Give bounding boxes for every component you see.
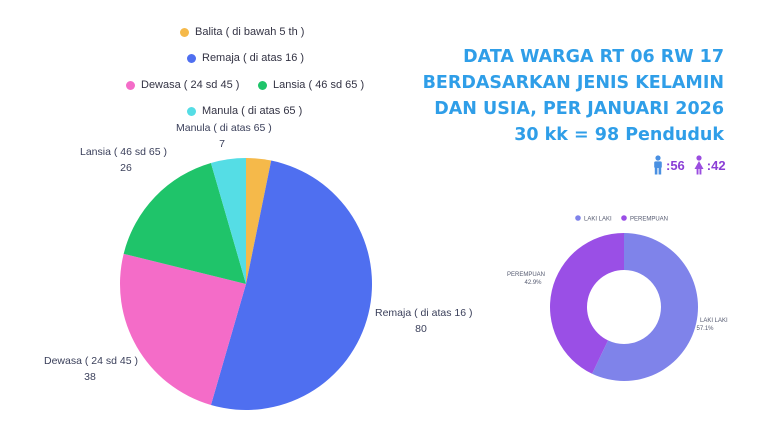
donut-legend-swatch-laki-laki (575, 215, 581, 221)
male-count: :56 (666, 157, 685, 173)
page-title: DATA WARGA RT 06 RW 17 BERDASARKAN JENIS… (423, 44, 724, 148)
legend-swatch-dewasa (126, 80, 135, 90)
legend-label-lansia: Lansia ( 46 sd 65 ) (273, 79, 365, 91)
legend-swatch-remaja (187, 53, 196, 63)
legend-item-balita: Balita ( di bawah 5 th ) (180, 26, 304, 38)
man-icon (654, 155, 662, 175)
title-line-4: 30 kk = 98 Penduduk (514, 125, 724, 145)
pie-label-remaja: Remaja ( di atas 16 ) (375, 307, 472, 319)
legend-label-manula: Manula ( di atas 65 ) (202, 105, 303, 117)
legend-label-dewasa: Dewasa ( 24 sd 45 ) (141, 79, 240, 91)
legend-item-dewasa: Dewasa ( 24 sd 45 ) (126, 79, 239, 91)
gender-counts: :56 :42 (652, 155, 726, 175)
legend-item-lansia: Lansia ( 46 sd 65 ) (258, 79, 364, 91)
legend-item-remaja: Remaja ( di atas 16 ) (187, 52, 304, 64)
pie-slice-remaja (210, 160, 373, 411)
legend-swatch-lansia (258, 80, 267, 90)
donut-percent-laki-laki: 57.1% (696, 326, 714, 332)
pie-label-dewasa: Dewasa ( 24 sd 45 ) (44, 355, 138, 367)
pie-slice-manula (210, 158, 246, 284)
title-line-1: DATA WARGA RT 06 RW 17 (463, 47, 724, 67)
pie-slice-dewasa (119, 253, 246, 406)
pie-value-manula: 7 (219, 138, 225, 150)
pie-value-remaja: 80 (415, 323, 427, 335)
donut-legend-label-perempuan: PEREMPUAN (630, 217, 668, 223)
donut-percent-perempuan: 42.9% (524, 280, 542, 286)
donut-label-perempuan: PEREMPUAN (507, 272, 545, 278)
donut-legend-swatch-perempuan (621, 215, 627, 221)
pie-value-lansia: 26 (120, 162, 132, 174)
pie-value-dewasa: 38 (84, 371, 96, 383)
legend-swatch-manula (187, 106, 196, 116)
legend-label-remaja: Remaja ( di atas 16 ) (202, 52, 305, 64)
title-line-2: BERDASARKAN JENIS KELAMIN (422, 73, 724, 93)
pie-slice-balita (246, 158, 272, 284)
donut-label-laki-laki: LAKI LAKI (700, 318, 728, 324)
legend-item-manula: Manula ( di atas 65 ) (187, 105, 302, 117)
title-line-3: DAN USIA, PER JANUARI 2026 (434, 99, 724, 119)
pie-label-manula: Manula ( di atas 65 ) (176, 122, 272, 134)
female-count: :42 (706, 157, 726, 173)
legend-label-balita: Balita ( di bawah 5 th ) (195, 26, 305, 38)
donut-slice-laki-laki (592, 233, 699, 381)
legend-swatch-balita (180, 27, 189, 37)
pie-slice-lansia (123, 162, 246, 284)
pie-label-lansia: Lansia ( 46 sd 65 ) (80, 146, 167, 158)
donut-legend-label-laki-laki: LAKI LAKI (584, 217, 612, 223)
woman-icon (694, 155, 704, 175)
donut-slice-perempuan (550, 233, 624, 374)
